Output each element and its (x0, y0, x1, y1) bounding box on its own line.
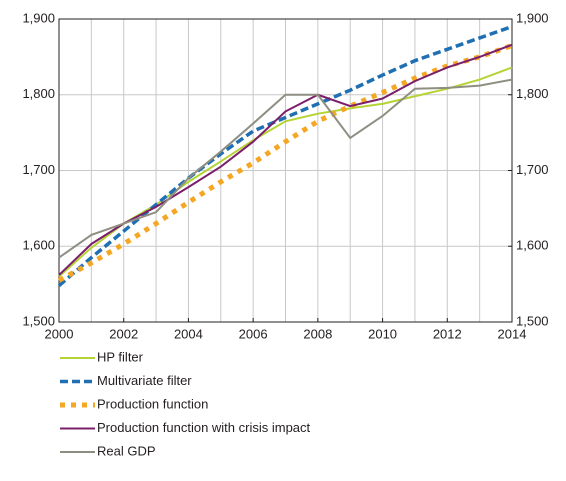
x-tick-label: 2002 (109, 326, 138, 341)
series-line (57, 43, 513, 283)
series-line (58, 43, 513, 276)
x-tick-label: 2012 (433, 326, 462, 341)
y-tick-label: 1,700 (22, 162, 55, 177)
legend-label: Production function with crisis impact (97, 420, 311, 435)
y2-tick-label: 1,600 (516, 238, 549, 253)
x-tick-label: 2014 (498, 326, 527, 341)
x-tick-label: 2006 (239, 326, 268, 341)
y-tick-label: 1,900 (22, 10, 55, 25)
y-tick-label: 1,600 (22, 238, 55, 253)
x-tick-label: 2000 (45, 326, 74, 341)
y2-tick-label: 1,700 (516, 162, 549, 177)
plot-frame (58, 18, 513, 323)
legend-label: Production function (97, 396, 208, 411)
legend-label: HP filter (97, 349, 144, 364)
x-tick-label: 2008 (303, 326, 332, 341)
series-line (57, 24, 513, 287)
y2-tick-label: 1,500 (516, 313, 549, 328)
x-tick-label: 2004 (174, 326, 203, 341)
series-line (58, 78, 513, 259)
y-tick-label: 1,500 (22, 313, 55, 328)
legend-label: Real GDP (97, 443, 156, 458)
legend-label: Multivariate filter (97, 373, 192, 388)
y2-tick-label: 1,900 (516, 10, 549, 25)
y2-tick-label: 1,800 (516, 86, 549, 101)
y-tick-label: 1,800 (22, 86, 55, 101)
x-tick-label: 2010 (368, 326, 397, 341)
